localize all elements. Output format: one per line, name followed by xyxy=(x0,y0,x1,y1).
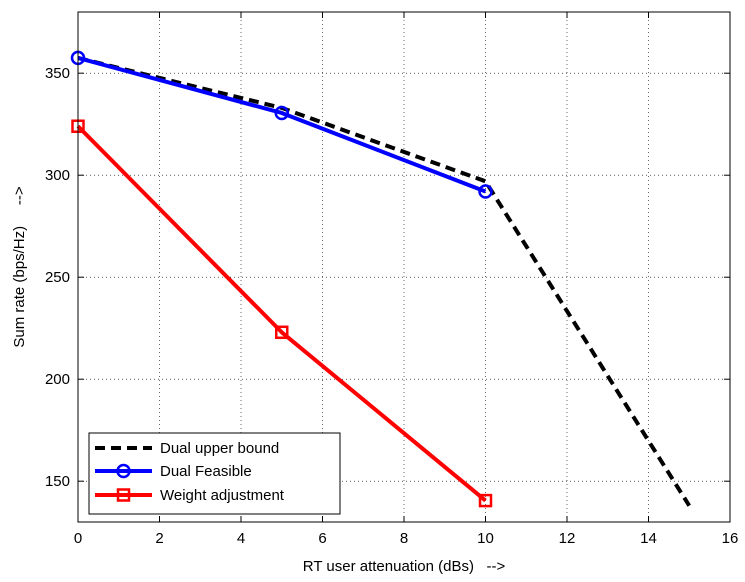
x-tick-label: 0 xyxy=(74,530,82,547)
data-point-dual-feasible xyxy=(274,105,289,121)
x-tick-label: 8 xyxy=(400,530,408,547)
y-tick-label: 250 xyxy=(45,269,70,286)
x-axis-title: RT user attenuation (dBs) --> xyxy=(303,558,506,575)
tick-labels: 0 2 4 6 8 10 12 14 16 150 200 250 300 350 xyxy=(45,65,738,547)
series-layer xyxy=(70,50,691,508)
series-line-weight-adjustment xyxy=(76,124,487,503)
series-line-dual-upper-bound xyxy=(77,55,691,507)
y-tick-label: 300 xyxy=(45,167,70,184)
legend: Dual upper bound Dual Feasible Weight ad… xyxy=(88,432,341,515)
x-tick-label: 4 xyxy=(237,530,245,547)
y-axis-title: Sum rate (bps/Hz) --> xyxy=(11,186,28,348)
legend-label-weight-adjustment: Weight adjustment xyxy=(160,487,285,504)
x-tick-label: 12 xyxy=(559,530,576,547)
x-tick-label: 16 xyxy=(722,530,739,547)
y-tick-label: 350 xyxy=(45,65,70,82)
series-line-dual-feasible xyxy=(77,55,487,194)
legend-marker-weight-adjustment xyxy=(116,488,131,502)
y-tick-label: 150 xyxy=(45,473,70,490)
x-tick-label: 14 xyxy=(640,530,657,547)
data-point-weight-adjustment xyxy=(478,493,493,508)
legend-marker-dual-feasible xyxy=(116,463,131,479)
data-point-dual-feasible xyxy=(478,184,493,199)
axis-ticks xyxy=(77,12,731,522)
x-tick-label: 2 xyxy=(155,530,163,547)
x-tick-label: 6 xyxy=(318,530,326,547)
legend-label-dual-feasible: Dual Feasible xyxy=(160,463,252,480)
x-tick-label: 10 xyxy=(477,530,494,547)
y-tick-label: 200 xyxy=(45,371,70,388)
legend-label-dual-upper-bound: Dual upper bound xyxy=(160,440,279,457)
data-point-weight-adjustment xyxy=(275,325,289,340)
